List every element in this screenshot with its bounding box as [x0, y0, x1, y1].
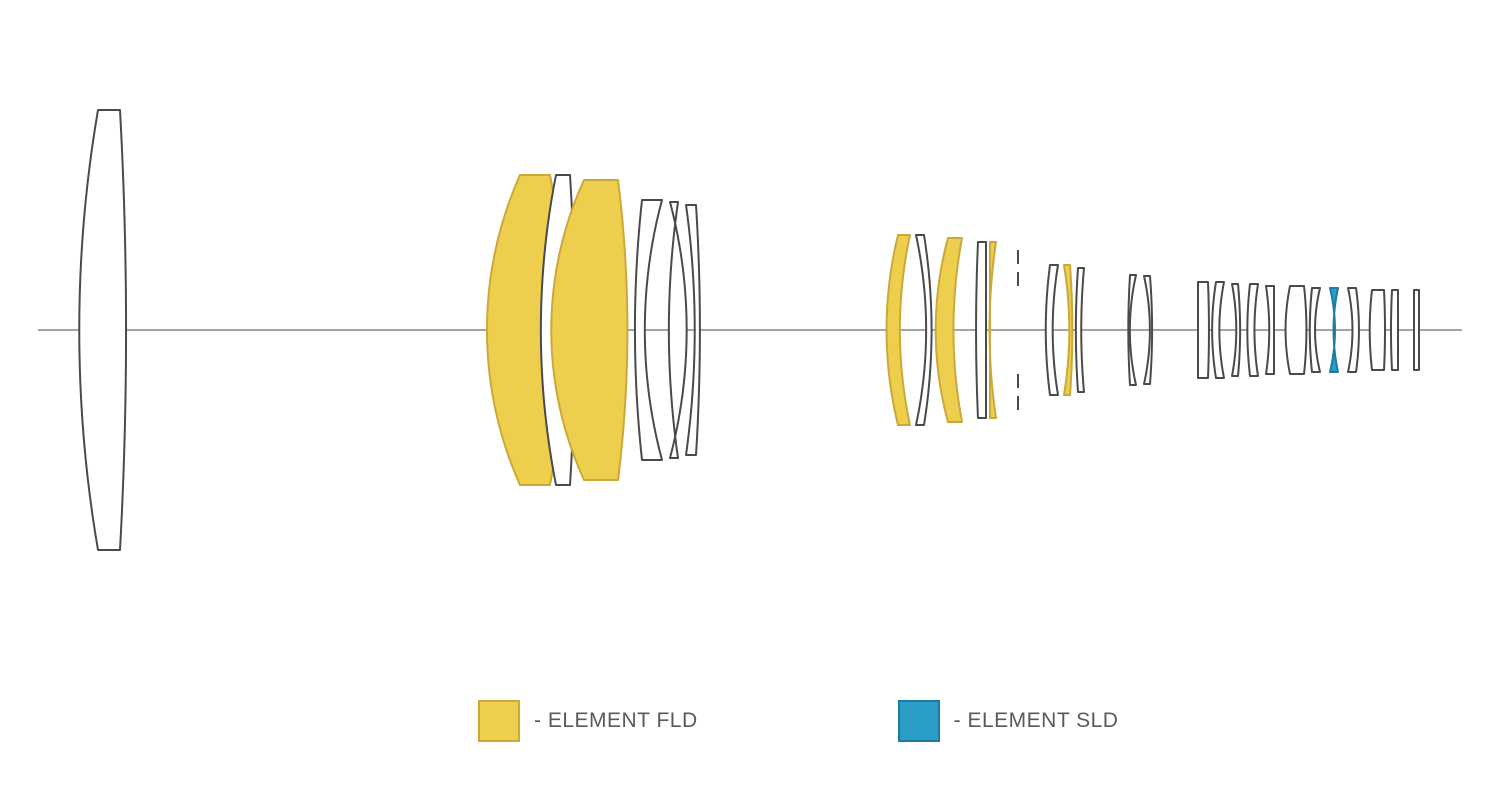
lens-element-e23 [1286, 286, 1307, 374]
lens-element-e27 [1370, 290, 1385, 370]
legend: - ELEMENT FLD - ELEMENT SLD [478, 700, 1118, 742]
lens-diagram-stage: - ELEMENT FLD - ELEMENT SLD [0, 0, 1500, 812]
legend-item-sld: - ELEMENT SLD [898, 700, 1119, 742]
lens-element-e11 [976, 242, 986, 418]
legend-item-fld: - ELEMENT FLD [478, 700, 698, 742]
legend-label-sld: - ELEMENT SLD [954, 709, 1119, 733]
lens-element-e29 [1414, 290, 1419, 370]
lens-element-e18 [1198, 282, 1209, 378]
lens-element-e1 [79, 110, 126, 550]
legend-swatch-sld [898, 700, 940, 742]
legend-label-fld: - ELEMENT FLD [534, 709, 698, 733]
lens-diagram-svg [0, 0, 1500, 812]
legend-swatch-fld [478, 700, 520, 742]
lens-element-e28 [1391, 290, 1398, 370]
lens-element-e6 [669, 202, 687, 458]
